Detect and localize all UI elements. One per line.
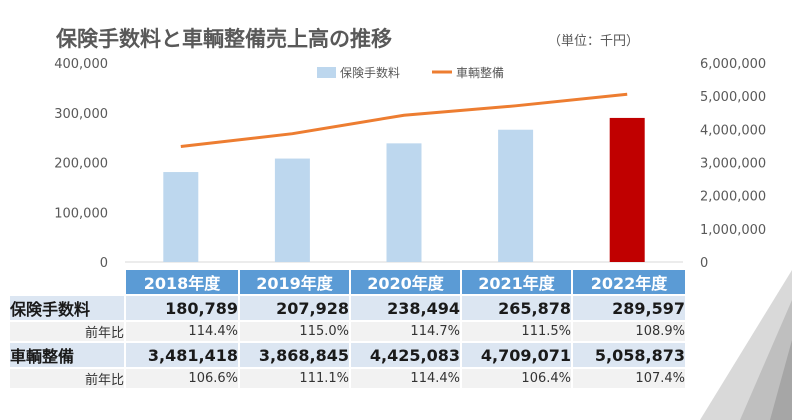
line-series bbox=[180, 92, 628, 149]
chart: 保険手数料と車輌整備売上高の推移 （単位：千円） 0 100,000 200,000… bbox=[54, 27, 766, 270]
bar-2019年度 bbox=[274, 158, 310, 262]
line-path bbox=[180, 92, 628, 149]
table-cell: 180,789 bbox=[124, 294, 238, 320]
y-right-tick-label: 2,000,000 bbox=[700, 190, 766, 205]
data-table: 2018年度 2019年度 2020年度 2021年度 2022年度 保険手数料 180,… bbox=[10, 270, 685, 388]
y-axis-left: 0 100,000 200,000 300,000 400,000 bbox=[54, 57, 108, 270]
table-cell: 289,597 bbox=[571, 294, 685, 320]
legend-swatch-bar bbox=[317, 67, 336, 78]
table-row: 前年比 114.4% 115.0% 114.7% 111.5% 108.9% bbox=[10, 320, 685, 341]
y-right-tick-label: 1,000,000 bbox=[700, 223, 766, 238]
bar-series bbox=[163, 117, 645, 262]
table-header-cell: 2022年度 bbox=[571, 270, 685, 294]
chart-unit: （単位：千円） bbox=[548, 33, 639, 49]
y-left-tick-label: 100,000 bbox=[54, 206, 108, 221]
chart-title: 保険手数料と車輌整備売上高の推移 bbox=[55, 27, 392, 51]
table-cell: 4,425,083 bbox=[349, 341, 460, 367]
table-cell: 106.6% bbox=[124, 367, 238, 388]
table-cell: 265,878 bbox=[460, 294, 571, 320]
table-cell: 114.4% bbox=[349, 367, 460, 388]
bar-2022年度 bbox=[609, 117, 645, 262]
bar-2021年度 bbox=[498, 129, 534, 262]
y-right-tick-label: 0 bbox=[700, 256, 708, 270]
y-right-tick-label: 6,000,000 bbox=[700, 57, 766, 72]
table-cell: 4,709,071 bbox=[460, 341, 571, 367]
legend: 保険手数料 車輌整備 bbox=[317, 65, 504, 80]
bar-2018年度 bbox=[163, 172, 199, 262]
bar-2020年度 bbox=[386, 143, 422, 262]
y-axis-right: 0 1,000,000 2,000,000 3,000,000 4,000,000 5,0… bbox=[700, 57, 766, 270]
legend-label-bar: 保険手数料 bbox=[340, 65, 400, 80]
table-row-label: 車輌整備 bbox=[10, 341, 124, 367]
y-right-tick-label: 4,000,000 bbox=[700, 123, 766, 138]
table-header-row: 2018年度 2019年度 2020年度 2021年度 2022年度 bbox=[10, 270, 685, 294]
table-cell: 108.9% bbox=[571, 320, 685, 341]
table-header-cell: 2020年度 bbox=[349, 270, 460, 294]
table-cell: 107.4% bbox=[571, 367, 685, 388]
table-header-cell: 2019年度 bbox=[238, 270, 349, 294]
y-left-tick-label: 300,000 bbox=[54, 107, 108, 122]
legend-label-line: 車輌整備 bbox=[456, 65, 504, 80]
y-right-tick-label: 5,000,000 bbox=[700, 90, 766, 105]
table-header-cell: 2018年度 bbox=[124, 270, 238, 294]
table-cell: 111.1% bbox=[238, 367, 349, 388]
table-cell: 111.5% bbox=[460, 320, 571, 341]
table-corner-cell bbox=[10, 270, 124, 294]
table-cell: 5,058,873 bbox=[571, 341, 685, 367]
y-left-tick-label: 0 bbox=[100, 256, 108, 270]
table-row: 保険手数料 180,789 207,928 238,494 265,878 289,597 bbox=[10, 294, 685, 320]
table-row: 前年比 106.6% 111.1% 114.4% 106.4% 107.4% bbox=[10, 367, 685, 388]
table-cell: 3,868,845 bbox=[238, 341, 349, 367]
y-left-tick-label: 400,000 bbox=[54, 57, 108, 72]
table-cell: 3,481,418 bbox=[124, 341, 238, 367]
table-cell: 114.7% bbox=[349, 320, 460, 341]
table-row: 車輌整備 3,481,418 3,868,845 4,425,083 4,709,071… bbox=[10, 341, 685, 367]
table-cell: 114.4% bbox=[124, 320, 238, 341]
table-row-label: 前年比 bbox=[10, 367, 124, 388]
y-right-tick-label: 3,000,000 bbox=[700, 157, 766, 172]
table-cell: 207,928 bbox=[238, 294, 349, 320]
table-cell: 106.4% bbox=[460, 367, 571, 388]
table-cell: 115.0% bbox=[238, 320, 349, 341]
table-row-label: 保険手数料 bbox=[10, 294, 124, 320]
table-cell: 238,494 bbox=[349, 294, 460, 320]
table-row-label: 前年比 bbox=[10, 320, 124, 341]
table-header-cell: 2021年度 bbox=[460, 270, 571, 294]
y-left-tick-label: 200,000 bbox=[54, 157, 108, 172]
